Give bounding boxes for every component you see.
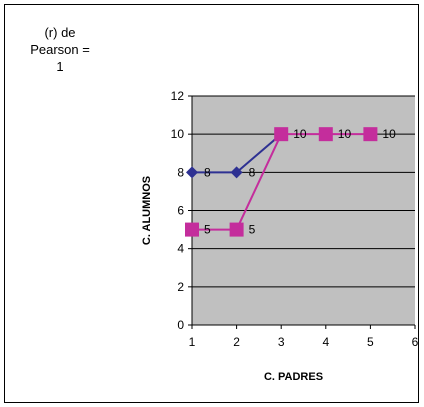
series-2-point-4 (318, 127, 333, 142)
y-tick-label-8: 8 (177, 165, 184, 179)
series-2-point-1 (185, 222, 199, 237)
gridlines (192, 95, 415, 288)
y-tick-label-12: 12 (171, 89, 185, 103)
series-1-data-label-1: 8 (204, 165, 211, 179)
y-tick-label-2: 2 (177, 280, 184, 294)
series-2-data-label-2: 5 (249, 223, 256, 237)
y-axis-title: C. ALUMNOS (141, 176, 153, 245)
series-1-data-label-2: 8 (249, 165, 256, 179)
series-2-data-label-3: 10 (293, 127, 307, 141)
series-2-data-label-1: 5 (204, 223, 211, 237)
x-tick-label-3: 3 (278, 335, 285, 349)
pearson-note: (r) de Pearson = 1 (24, 24, 96, 75)
x-tick-label-1: 1 (189, 335, 196, 349)
pearson-note-line-1: (r) de (44, 25, 76, 40)
series-2-data-label-5: 10 (382, 127, 396, 141)
x-tick-label-5: 5 (367, 335, 374, 349)
series-2-point-5 (363, 127, 378, 142)
y-tick-label-0: 0 (177, 318, 184, 332)
y-tick-label-6: 6 (177, 204, 184, 218)
x-tick-label-6: 6 (412, 335, 419, 349)
series-1-point-2 (230, 166, 243, 179)
series-group (185, 127, 378, 237)
x-tick-label-2: 2 (233, 335, 240, 349)
data-labels: 8 8 5 5 10 10 10 (204, 127, 396, 236)
pearson-note-line-3: 1 (56, 59, 64, 74)
axes (188, 95, 416, 329)
y-tick-label-10: 10 (171, 127, 185, 141)
y-tick-label-4: 4 (177, 242, 184, 256)
x-axis-title: C. PADRES (264, 371, 323, 383)
series-2-point-2 (229, 222, 244, 237)
series-2-data-label-4: 10 (338, 127, 352, 141)
series-2-point-3 (274, 127, 289, 142)
pearson-note-line-2: Pearson = (30, 42, 90, 57)
series-1-point-1 (186, 166, 198, 179)
x-tick-label-4: 4 (322, 335, 329, 349)
